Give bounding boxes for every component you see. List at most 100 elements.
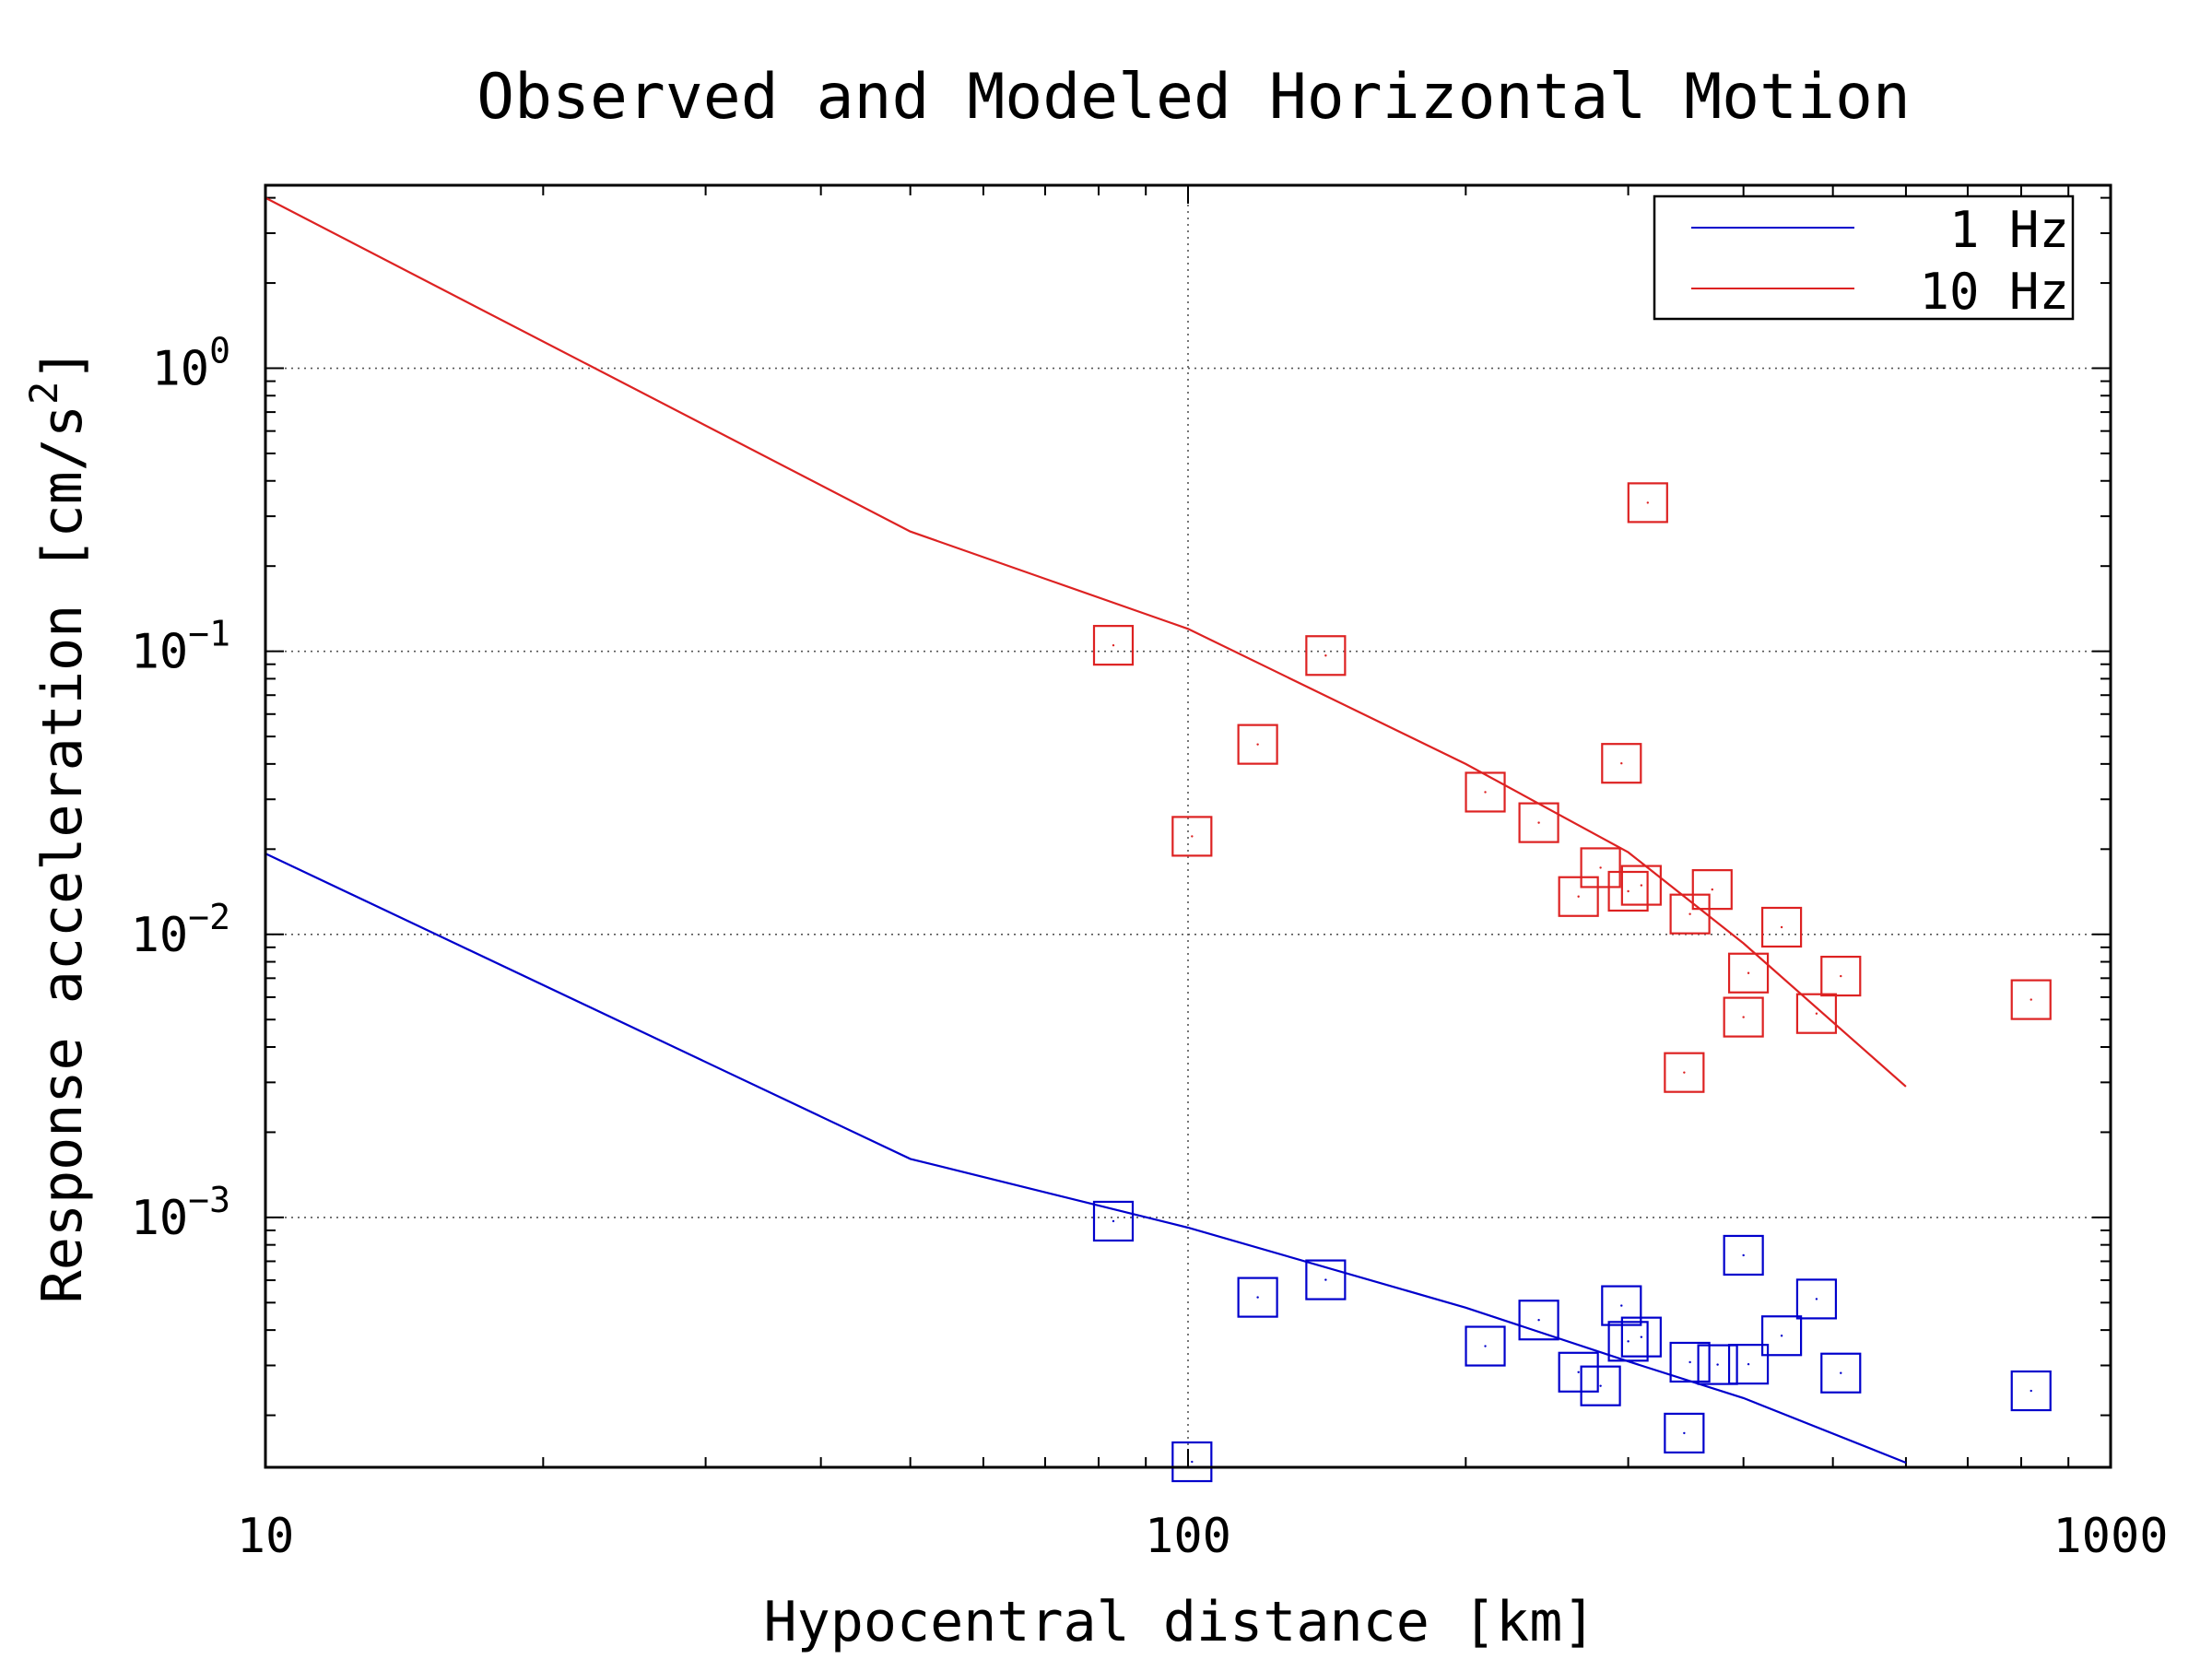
observed-point-center bbox=[1577, 1371, 1580, 1373]
observed-point-center bbox=[1640, 1335, 1643, 1338]
observed-point-1hz bbox=[1580, 1365, 1621, 1406]
observed-point-center bbox=[1577, 895, 1580, 898]
observed-point-center bbox=[1627, 889, 1630, 893]
observed-point-10hz bbox=[1171, 816, 1213, 857]
y-tick-label: 100 bbox=[151, 331, 230, 397]
observed-point-10hz bbox=[1820, 955, 1862, 997]
observed-point-1hz bbox=[1558, 1351, 1599, 1393]
observed-point-center bbox=[1640, 884, 1643, 887]
observed-point-center bbox=[1780, 1335, 1783, 1337]
y-axis-label: Response acceleration [cm/s2] bbox=[21, 348, 95, 1304]
observed-point-10hz bbox=[1607, 870, 1649, 912]
observed-point-center bbox=[1620, 1304, 1623, 1307]
series-lines bbox=[265, 196, 1907, 1465]
chart-title: Observed and Modeled Horizontal Motion bbox=[477, 61, 1911, 134]
observed-point-1hz bbox=[1669, 1341, 1711, 1383]
observed-point-10hz bbox=[1664, 1052, 1705, 1093]
observed-point-center bbox=[2030, 1389, 2032, 1393]
observed-point-10hz bbox=[1092, 625, 1135, 666]
observed-point-center bbox=[1780, 925, 1783, 929]
y-tick-exp: −3 bbox=[188, 1180, 230, 1220]
observed-point-center bbox=[1256, 1296, 1259, 1299]
observed-point-1hz bbox=[1795, 1278, 1838, 1320]
y-axis-label-sup: 2 bbox=[21, 382, 66, 405]
observed-point-center bbox=[1484, 1345, 1487, 1347]
legend: 1 Hz 10 Hz bbox=[1653, 194, 2075, 321]
observed-point-10hz bbox=[1620, 865, 1662, 906]
observed-point-10hz bbox=[1627, 482, 1668, 524]
legend-label-1hz: 1 Hz bbox=[1949, 201, 2069, 259]
observed-point-1hz bbox=[1092, 1200, 1135, 1242]
observed-point-center bbox=[1815, 1298, 1818, 1300]
observed-point-10hz bbox=[1727, 952, 1770, 994]
observed-point-center bbox=[1711, 888, 1713, 891]
y-tick-label: 10−3 bbox=[131, 1180, 230, 1246]
observed-point-center bbox=[1537, 1319, 1540, 1322]
y-axis-label-main: Response acceleration [cm/s bbox=[30, 405, 95, 1303]
observed-point-center bbox=[1537, 821, 1540, 824]
y-axis-label-close: ] bbox=[30, 348, 95, 382]
y-tick-base: 10 bbox=[131, 1191, 189, 1246]
observed-point-10hz bbox=[1760, 906, 1803, 948]
observed-point-1hz bbox=[1760, 1315, 1803, 1357]
observed-point-center bbox=[1747, 1362, 1750, 1366]
observed-point-center bbox=[1112, 1219, 1115, 1223]
observed-point-center bbox=[1840, 1371, 1842, 1374]
y-tick-base: 10 bbox=[131, 625, 189, 680]
observed-point-1hz bbox=[1727, 1344, 1770, 1385]
observed-point-10hz bbox=[1237, 724, 1278, 765]
observed-point-10hz bbox=[1601, 743, 1642, 784]
observed-point-1hz bbox=[1171, 1441, 1213, 1483]
observed-point-10hz bbox=[2010, 979, 2052, 1020]
series-line-1hz bbox=[265, 853, 1907, 1465]
observed-point-10hz bbox=[1518, 802, 1559, 843]
observed-point-1hz bbox=[1723, 1234, 1764, 1277]
observed-point-center bbox=[2030, 998, 2032, 1001]
observed-point-10hz bbox=[1305, 635, 1347, 677]
observed-point-center bbox=[1815, 1012, 1818, 1015]
observed-point-1hz bbox=[1820, 1352, 1862, 1394]
observed-point-center bbox=[1742, 1253, 1745, 1257]
observed-point-center bbox=[1599, 866, 1602, 869]
legend-box bbox=[1653, 194, 2075, 321]
x-tick-label: 1000 bbox=[2053, 1509, 2168, 1564]
observed-point-center bbox=[1324, 654, 1327, 657]
x-tick-label: 100 bbox=[1145, 1509, 1231, 1564]
observed-point-10hz bbox=[1795, 993, 1838, 1034]
observed-point-10hz bbox=[1669, 893, 1711, 935]
observed-point-center bbox=[1646, 501, 1650, 504]
observed-point-center bbox=[1112, 643, 1115, 647]
observed-point-center bbox=[1747, 971, 1750, 974]
observed-point-1hz bbox=[1518, 1300, 1559, 1341]
observed-point-center bbox=[1191, 1460, 1194, 1464]
y-tick-base: 10 bbox=[131, 908, 189, 963]
observed-point-center bbox=[1688, 1360, 1691, 1364]
observed-point-1hz bbox=[1305, 1259, 1347, 1300]
observed-point-center bbox=[1256, 743, 1259, 746]
series-line-10hz bbox=[265, 196, 1907, 1088]
y-tick-base: 10 bbox=[151, 342, 209, 397]
y-tick-exp: 0 bbox=[209, 331, 230, 371]
observed-point-center bbox=[1688, 912, 1691, 915]
observed-point-1hz bbox=[1697, 1344, 1738, 1385]
x-tick-label: 10 bbox=[237, 1509, 295, 1564]
plot-frame bbox=[264, 183, 2112, 1469]
observed-point-10hz bbox=[1691, 869, 1733, 911]
observed-point-1hz bbox=[2010, 1370, 2052, 1412]
x-axis-label: Hypocentral distance [km] bbox=[763, 1590, 1595, 1654]
observed-point-center bbox=[1191, 835, 1194, 838]
observed-point-center bbox=[1627, 1340, 1630, 1343]
y-tick-label: 10−1 bbox=[131, 614, 230, 680]
observed-point-10hz bbox=[1580, 847, 1621, 888]
y-tick-label: 10−2 bbox=[131, 897, 230, 963]
observed-point-1hz bbox=[1664, 1412, 1705, 1454]
legend-label-10hz: 10 Hz bbox=[1919, 263, 2069, 321]
observed-point-center bbox=[1683, 1431, 1686, 1435]
observed-point-center bbox=[1620, 761, 1623, 765]
observed-markers bbox=[1092, 482, 2052, 1483]
y-tick-exp: −1 bbox=[188, 614, 230, 654]
observed-point-10hz bbox=[1465, 771, 1506, 813]
observed-point-1hz bbox=[1620, 1316, 1662, 1358]
observed-point-center bbox=[1840, 974, 1842, 978]
